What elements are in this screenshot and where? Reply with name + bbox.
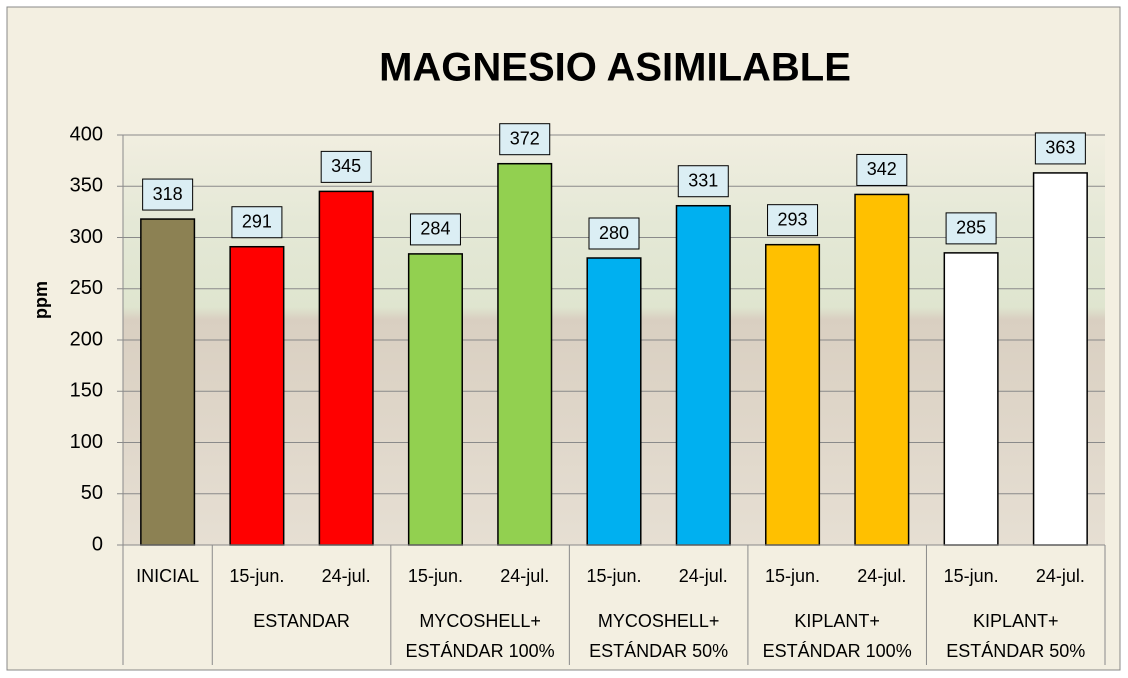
x-tick-label: 15-jun.: [765, 566, 820, 586]
group-label: MYCOSHELL+: [598, 611, 720, 631]
y-tick-label: 250: [70, 277, 103, 299]
y-tick-label: 400: [70, 123, 103, 145]
value-label: 342: [867, 159, 897, 179]
group-label: ESTÁNDAR 50%: [946, 641, 1085, 661]
value-label-box: [767, 204, 819, 237]
value-label: 345: [331, 156, 361, 176]
bar: [586, 257, 642, 546]
y-tick-label: 0: [92, 533, 103, 555]
chart-title: MAGNESIO ASIMILABLE: [379, 46, 851, 90]
value-label-box: [409, 213, 461, 246]
y-tick-label: 100: [70, 431, 103, 453]
group-label: ESTÁNDAR 50%: [589, 641, 728, 661]
bar: [854, 193, 910, 546]
value-label-box: [856, 153, 908, 186]
value-label-box: [945, 212, 997, 245]
y-tick-label: 300: [70, 226, 103, 248]
group-label: KIPLANT+: [794, 611, 880, 631]
group-label: ESTÁNDAR 100%: [763, 641, 912, 661]
x-tick-label: 24-jul.: [679, 566, 728, 586]
value-label: 331: [688, 170, 718, 190]
value-label-box: [320, 150, 372, 183]
group-label: KIPLANT+: [973, 611, 1059, 631]
x-tick-label: 15-jun.: [586, 566, 641, 586]
value-label-box: [499, 123, 551, 156]
bar: [318, 190, 374, 546]
x-tick-label: 24-jul.: [500, 566, 549, 586]
y-axis-label: ppm: [31, 281, 51, 319]
x-tick-label: 15-jun.: [229, 566, 284, 586]
value-label: 293: [778, 209, 808, 229]
value-label: 285: [956, 218, 986, 238]
value-label-box: [142, 178, 194, 211]
x-tick-label: 15-jun.: [944, 566, 999, 586]
x-tick-label: INICIAL: [136, 566, 199, 586]
bar: [943, 252, 999, 546]
x-tick-label: 24-jul.: [322, 566, 371, 586]
value-label-box: [588, 217, 640, 250]
value-label-box: [231, 206, 283, 239]
bar: [229, 245, 285, 546]
value-label: 284: [420, 219, 450, 239]
x-tick-label: 24-jul.: [1036, 566, 1085, 586]
y-tick-label: 150: [70, 380, 103, 402]
value-label-box: [1034, 132, 1086, 165]
value-label: 363: [1045, 138, 1075, 158]
bar: [140, 218, 196, 546]
value-label: 372: [510, 128, 540, 148]
x-tick-label: 24-jul.: [857, 566, 906, 586]
y-tick-label: 200: [70, 328, 103, 350]
value-label: 291: [242, 211, 272, 231]
value-label: 280: [599, 223, 629, 243]
value-label: 318: [153, 184, 183, 204]
group-label: MYCOSHELL+: [419, 611, 541, 631]
y-tick-label: 50: [81, 482, 103, 504]
bar: [675, 204, 731, 546]
group-label: ESTANDAR: [253, 611, 350, 631]
y-tick-label: 350: [70, 175, 103, 197]
group-label: ESTÁNDAR 100%: [406, 641, 555, 661]
x-tick-label: 15-jun.: [408, 566, 463, 586]
bar: [407, 253, 463, 546]
bar: [765, 243, 821, 546]
value-label-box: [677, 165, 729, 198]
bar: [1032, 172, 1088, 546]
bar: [497, 162, 553, 546]
